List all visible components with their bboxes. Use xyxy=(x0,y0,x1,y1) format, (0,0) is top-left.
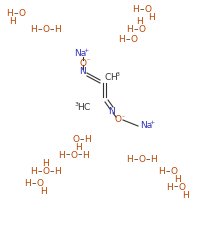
Text: H: H xyxy=(25,180,31,188)
Text: –: – xyxy=(50,25,54,35)
Text: Na: Na xyxy=(140,121,152,131)
Text: O: O xyxy=(73,136,79,145)
Text: H: H xyxy=(83,151,89,160)
Text: N: N xyxy=(80,67,86,76)
Text: N: N xyxy=(109,108,115,116)
Text: O: O xyxy=(114,116,122,124)
Text: O: O xyxy=(70,151,77,160)
Text: H: H xyxy=(175,175,181,185)
Text: H: H xyxy=(76,143,82,153)
Text: O: O xyxy=(138,155,146,165)
Text: O: O xyxy=(18,10,25,18)
Text: H: H xyxy=(137,17,143,27)
Text: H: H xyxy=(111,74,117,82)
Text: H: H xyxy=(159,168,165,177)
Text: H: H xyxy=(55,25,61,35)
Text: H: H xyxy=(149,13,155,22)
Text: –: – xyxy=(146,155,150,165)
Text: –: – xyxy=(38,25,42,35)
Text: H: H xyxy=(59,151,65,160)
Text: +: + xyxy=(83,49,89,54)
Text: H: H xyxy=(31,25,37,35)
Text: H: H xyxy=(133,5,139,15)
Text: H: H xyxy=(119,35,125,44)
Text: H: H xyxy=(78,103,84,111)
Text: –: – xyxy=(121,114,125,119)
Text: O: O xyxy=(43,25,49,35)
Text: H: H xyxy=(127,155,133,165)
Text: –: – xyxy=(134,155,138,165)
Text: C: C xyxy=(105,74,111,82)
Text: –: – xyxy=(32,180,36,188)
Text: –: – xyxy=(38,168,42,177)
Text: 3: 3 xyxy=(75,101,79,106)
Text: H: H xyxy=(41,188,47,197)
Text: Na: Na xyxy=(74,49,86,59)
Text: O: O xyxy=(79,59,86,67)
Text: H: H xyxy=(127,25,133,35)
Text: 3: 3 xyxy=(116,72,120,77)
Text: O: O xyxy=(43,168,49,177)
Text: +: + xyxy=(149,121,155,126)
Text: O: O xyxy=(138,25,146,35)
Text: H: H xyxy=(7,10,13,18)
Text: –: – xyxy=(126,35,130,44)
Text: H: H xyxy=(85,136,91,145)
Text: O: O xyxy=(178,183,186,192)
Text: –: – xyxy=(14,10,18,18)
Text: –: – xyxy=(78,151,82,160)
Text: –: – xyxy=(140,5,144,15)
Text: –: – xyxy=(166,168,170,177)
Text: O: O xyxy=(37,180,43,188)
Text: –: – xyxy=(66,151,70,160)
Text: H: H xyxy=(43,160,49,168)
Text: H: H xyxy=(55,168,61,177)
Text: O: O xyxy=(131,35,138,44)
Text: H: H xyxy=(151,155,157,165)
Text: –: – xyxy=(174,183,178,192)
Text: –: – xyxy=(80,136,84,145)
Text: H: H xyxy=(10,17,16,27)
Text: H: H xyxy=(183,192,189,200)
Text: –: – xyxy=(50,168,54,177)
Text: O: O xyxy=(144,5,152,15)
Text: –: – xyxy=(86,57,90,62)
Text: C: C xyxy=(84,103,90,111)
Text: H: H xyxy=(167,183,173,192)
Text: O: O xyxy=(171,168,177,177)
Text: –: – xyxy=(134,25,138,35)
Text: H: H xyxy=(31,168,37,177)
